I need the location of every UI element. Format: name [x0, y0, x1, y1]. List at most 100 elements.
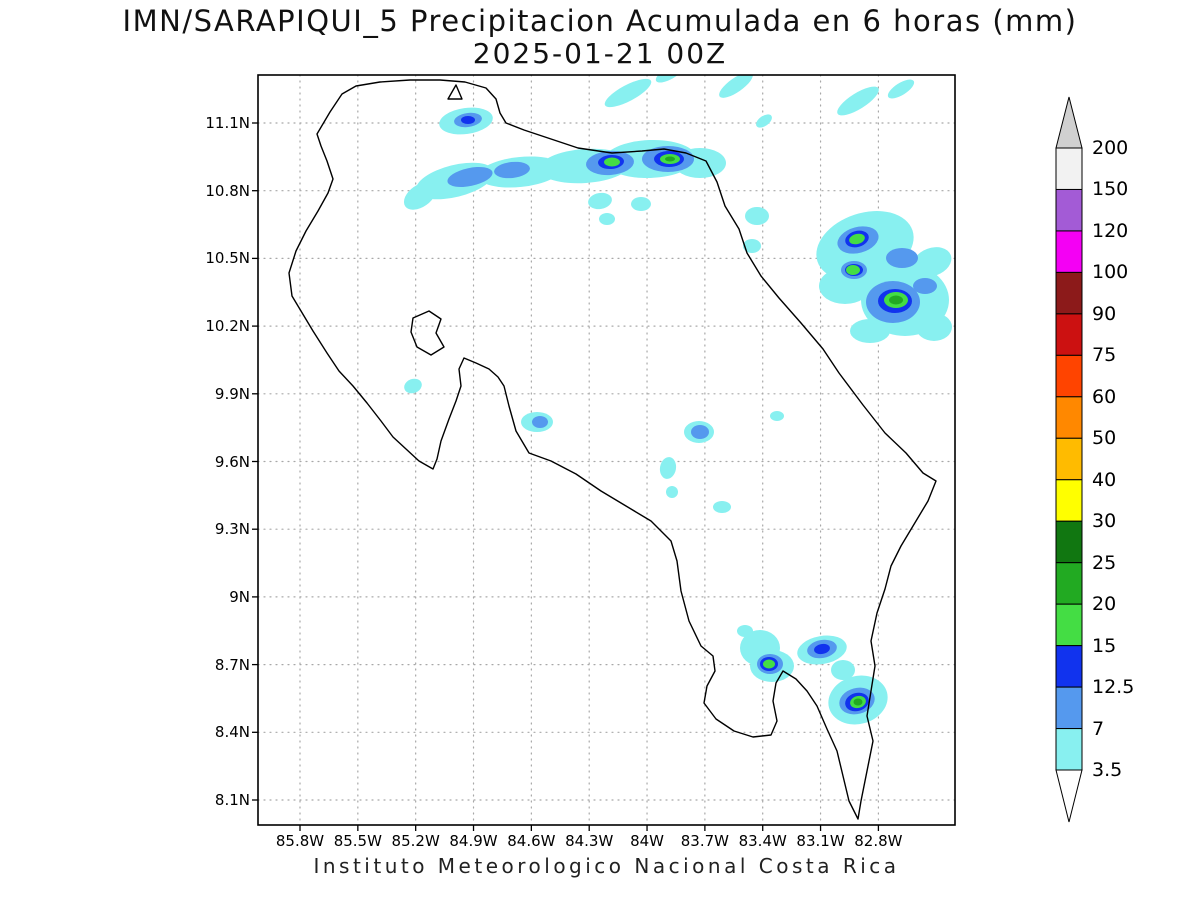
- precipitation-cell: [916, 313, 952, 341]
- colorbar-value-label: 150: [1092, 178, 1129, 201]
- colorbar-segment: [1055, 520, 1083, 564]
- chart-subtitle: 2025-01-21 00Z: [472, 37, 728, 70]
- x-axis-label: 83.4W: [738, 832, 787, 850]
- colorbar-value-label: 20: [1092, 593, 1117, 616]
- y-axis-label: 8.4N: [214, 723, 250, 742]
- precipitation-cell: [887, 79, 915, 99]
- colorbar-segment: [1055, 728, 1083, 771]
- colorbar-value-label: 50: [1092, 427, 1117, 450]
- colorbar-segment: [1055, 396, 1083, 439]
- precipitation-cell: [713, 501, 731, 513]
- x-axis-label: 85.8W: [275, 832, 325, 850]
- precipitation-cell: [588, 192, 612, 210]
- gulf-island-outline: [410, 310, 445, 356]
- colorbar-arrow-top: [1055, 96, 1083, 149]
- precipitation-cell: [494, 161, 530, 179]
- y-axis-label: 10.5N: [205, 249, 250, 268]
- colorbar-segments: [1055, 147, 1083, 771]
- colorbar-segment: [1055, 230, 1083, 273]
- colorbar-value-label: 90: [1092, 302, 1117, 325]
- precipitation-cell: [913, 278, 937, 294]
- precipitation-cell: [604, 157, 620, 167]
- plot-border: [257, 74, 956, 826]
- precipitation-cell: [659, 457, 677, 479]
- precipitation-cell: [850, 319, 890, 343]
- y-axis-label: 9N: [229, 587, 250, 606]
- colorbar-segment: [1055, 147, 1083, 190]
- colorbar-value-label: 30: [1092, 510, 1117, 533]
- x-axis-label: 85.5W: [333, 832, 382, 850]
- precipitation-cell: [461, 116, 475, 124]
- colorbar-segment: [1055, 354, 1083, 398]
- precipitation-cell: [745, 207, 769, 225]
- precipitation-cell: [756, 114, 772, 128]
- x-axis-label: 83.1W: [796, 832, 845, 850]
- x-axis-label: 85.2W: [391, 832, 440, 850]
- precipitation-cell: [889, 295, 903, 305]
- precipitation-cell: [404, 378, 422, 394]
- colorbar-segment: [1055, 313, 1083, 356]
- footer-caption: Instituto Meteorologico Nacional Costa R…: [313, 854, 900, 878]
- precipitation-cell: [666, 486, 678, 498]
- colorbar-value-label: 200: [1092, 137, 1129, 159]
- y-axis-label: 10.2N: [205, 317, 250, 336]
- colorbar-segment: [1055, 645, 1083, 688]
- precipitation-cell: [403, 182, 437, 210]
- colorbar-value-label: 40: [1092, 468, 1117, 491]
- colorbar-value-label: 3.5: [1092, 759, 1123, 782]
- colorbar-segment: [1055, 188, 1083, 232]
- precipitation-cell: [599, 213, 615, 225]
- precipitation-cell: [737, 625, 753, 637]
- precipitation-cell: [655, 75, 685, 83]
- y-axis-label: 10.8N: [205, 181, 250, 200]
- colorbar-segment: [1055, 562, 1083, 605]
- precipitation-cell: [853, 698, 863, 706]
- coastline-outlines: [288, 79, 937, 820]
- colorbar-segment: [1055, 686, 1083, 730]
- precipitation-shading: [403, 75, 952, 725]
- precipitation-cell: [532, 416, 548, 428]
- precipitation-cell: [846, 265, 860, 275]
- precipitation-cell: [831, 660, 855, 680]
- colorbar-value-label: 60: [1092, 385, 1117, 408]
- x-axis-label: 83.7W: [680, 832, 729, 850]
- precipitation-cell: [849, 233, 865, 245]
- y-axis-label: 9.6N: [214, 452, 250, 471]
- precipitation-cell: [743, 239, 761, 253]
- costa-rica-coastline: [288, 79, 937, 820]
- colorbar-value-label: 15: [1092, 634, 1117, 657]
- precipitation-cell: [719, 75, 753, 98]
- precipitation-cell: [814, 643, 830, 655]
- colorbar-value-label: 120: [1092, 219, 1129, 242]
- precipitation-cell: [447, 166, 493, 188]
- colorbar-value-label: 7: [1092, 717, 1105, 740]
- precipitation-cell: [631, 197, 651, 211]
- colorbar-segment: [1055, 603, 1083, 647]
- precipitation-cell: [763, 659, 775, 669]
- precipitation-cell: [691, 425, 709, 439]
- y-axis-label: 11.1N: [205, 114, 250, 132]
- colorbar-arrow-bottom: [1055, 769, 1083, 823]
- precipitation-cell: [886, 248, 918, 268]
- x-axis-label: 84.6W: [507, 832, 556, 850]
- colorbar-segment: [1055, 479, 1083, 522]
- y-axis-label: 9.9N: [214, 384, 250, 403]
- lake-island-triangle: [447, 84, 463, 100]
- chart-title: IMN/SARAPIQUI_5 Precipitacion Acumulada …: [122, 4, 1078, 38]
- x-axis-label: 84W: [630, 832, 664, 850]
- precipitation-cell: [604, 78, 652, 108]
- colorbar-value-label: 12.5: [1092, 676, 1135, 699]
- colorbar-value-label: 25: [1092, 551, 1117, 574]
- x-axis-label: 82.8W: [854, 832, 903, 850]
- precipitation-cell: [770, 411, 784, 421]
- x-axis-label: 84.9W: [449, 832, 498, 850]
- y-axis-label: 8.7N: [214, 655, 250, 674]
- colorbar-value-label: 100: [1092, 261, 1129, 284]
- axis-tick-marks: [252, 122, 880, 831]
- precipitation-cell: [912, 247, 952, 277]
- precipitation-cell: [665, 156, 675, 162]
- x-axis-label: 84.3W: [565, 832, 614, 850]
- precipitation-cell: [837, 86, 879, 116]
